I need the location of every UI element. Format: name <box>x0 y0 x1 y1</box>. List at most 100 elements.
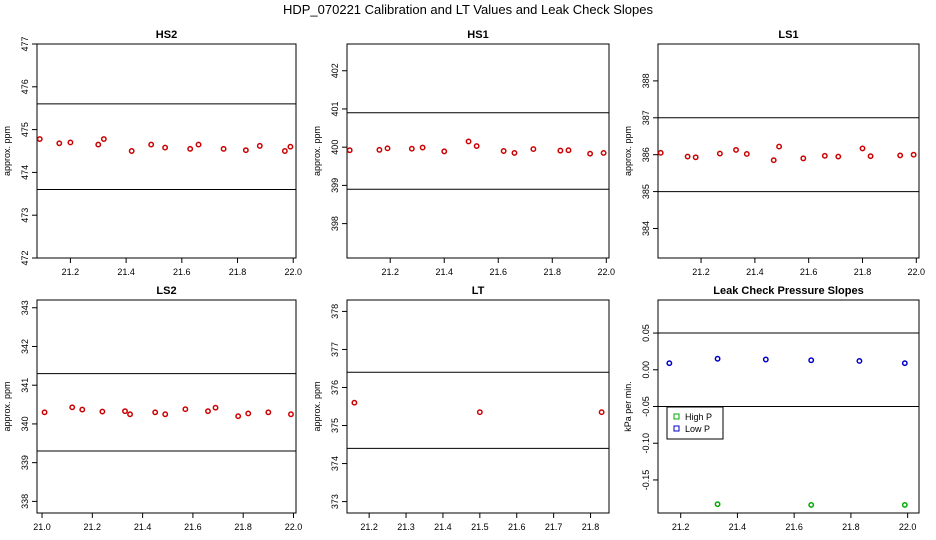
data-point <box>897 152 904 159</box>
data-point <box>195 141 202 148</box>
x-tick-label: 22.0 <box>598 267 616 277</box>
y-axis-label: kPa per min. <box>623 381 633 432</box>
y-tick-label: 378 <box>330 304 340 319</box>
data-point <box>288 411 294 418</box>
y-tick-label: 477 <box>20 36 30 51</box>
data-point <box>162 144 169 151</box>
x-tick-label: 21.2 <box>62 267 80 277</box>
x-tick-label: 21.4 <box>435 267 453 277</box>
data-point <box>351 399 358 406</box>
data-point <box>859 145 866 152</box>
y-tick-label: 387 <box>641 110 651 125</box>
data-point <box>36 136 43 142</box>
data-point <box>95 141 102 148</box>
y-tick-label: -0.05 <box>641 396 651 417</box>
chart-panel-ls2: LS2 approx. ppm 21.0 21.2 21.4 21.6 21.8 22.0 33… <box>2 285 302 532</box>
x-tick-label: 21.4 <box>134 522 152 532</box>
data-point <box>733 146 739 153</box>
data-point <box>441 148 448 155</box>
y-tick-label: 401 <box>330 101 340 116</box>
chart-title: HS2 <box>156 29 177 41</box>
chart-title: LS1 <box>778 29 798 41</box>
x-tick-label: 21.7 <box>545 522 563 532</box>
data-point <box>182 406 189 413</box>
x-tick-label: 21.4 <box>434 522 452 532</box>
page-title: HDP_070221 Calibration and LT Values and… <box>282 2 654 17</box>
data-point <box>587 150 594 157</box>
data-point <box>384 145 391 152</box>
x-tick-label: 21.6 <box>800 267 818 277</box>
y-tick-label: 375 <box>330 418 340 433</box>
chart-title: LS2 <box>156 285 176 297</box>
data-point <box>684 153 691 160</box>
y-axis-label: approx. ppm <box>2 381 12 431</box>
chart-panel-ls1: LS1 approx. ppm 21.2 21.4 21.6 21.8 22.0 384 385… <box>623 29 925 277</box>
x-tick-label: 21.2 <box>360 522 378 532</box>
plot-frame <box>36 299 297 514</box>
x-tick-label: 21.3 <box>397 522 415 532</box>
data-point <box>511 149 518 156</box>
y-tick-label: 0.00 <box>641 361 651 379</box>
data-point <box>242 147 249 154</box>
data-point <box>69 404 76 411</box>
y-tick-label: 386 <box>641 147 651 162</box>
data-point <box>600 149 607 156</box>
data-point <box>245 410 252 417</box>
data-point <box>419 144 426 151</box>
y-tick-label: 384 <box>641 221 651 236</box>
legend-label-low-p: Low P <box>685 424 710 434</box>
y-tick-label: 388 <box>641 73 651 88</box>
x-tick-label: 21.0 <box>33 522 51 532</box>
data-point <box>256 142 263 149</box>
chart-panel-hs2: HS2 approx. ppm 21.2 21.4 21.6 21.8 22.0 472 473… <box>2 29 302 277</box>
data-point <box>128 148 135 154</box>
data-point-low-p <box>808 357 815 364</box>
data-point <box>770 157 777 164</box>
chart-panel-hs1: HS1 approx. ppm 21.2 21.4 21.6 21.8 22.0 398 399… <box>312 29 615 277</box>
chart-title: Leak Check Pressure Slopes <box>713 285 863 297</box>
y-tick-label: 340 <box>20 416 30 431</box>
y-axis-label: approx. ppm <box>312 381 322 431</box>
x-tick-label: 21.5 <box>471 522 489 532</box>
x-tick-label: 22.0 <box>899 522 917 532</box>
data-point <box>212 404 219 411</box>
legend-swatch-high-p <box>673 413 680 420</box>
y-tick-label: 338 <box>20 494 30 509</box>
data-point <box>100 136 107 142</box>
plot-frame <box>36 43 297 259</box>
y-tick-label: 343 <box>20 300 30 315</box>
data-point <box>743 151 750 157</box>
data-point <box>220 145 227 152</box>
chart-panel-leak-check-pressure-slopes: Leak Check Pressure Slopes kPa per min. 21… <box>623 285 920 532</box>
y-tick-label: 342 <box>20 339 30 354</box>
y-axis-label: approx. ppm <box>623 126 633 176</box>
data-point <box>127 411 133 418</box>
y-tick-label: 374 <box>330 456 340 471</box>
data-point <box>408 145 415 152</box>
data-point <box>598 409 605 416</box>
data-point-low-p <box>666 360 673 367</box>
x-tick-label: 22.0 <box>285 522 303 532</box>
x-tick-label: 21.2 <box>381 267 399 277</box>
x-tick-label: 21.2 <box>692 267 710 277</box>
data-point <box>122 408 128 415</box>
data-point <box>205 408 211 415</box>
data-point <box>835 153 842 160</box>
x-tick-label: 21.2 <box>672 522 690 532</box>
y-tick-label: 402 <box>330 63 340 78</box>
x-tick-label: 21.6 <box>173 267 191 277</box>
y-tick-label: 339 <box>20 455 30 470</box>
y-tick-label: 341 <box>20 378 30 393</box>
x-tick-label: 21.4 <box>117 267 135 277</box>
y-tick-label: 473 <box>20 208 30 223</box>
y-tick-label: 400 <box>330 140 340 155</box>
plot-frame <box>346 299 610 514</box>
data-point-low-p <box>901 360 908 367</box>
data-point-low-p <box>762 356 769 363</box>
data-point <box>565 147 572 154</box>
y-tick-label: 0.05 <box>641 324 651 342</box>
y-tick-label: 399 <box>330 178 340 193</box>
legend-swatch-low-p <box>673 425 680 432</box>
x-tick-label: 21.8 <box>229 267 247 277</box>
